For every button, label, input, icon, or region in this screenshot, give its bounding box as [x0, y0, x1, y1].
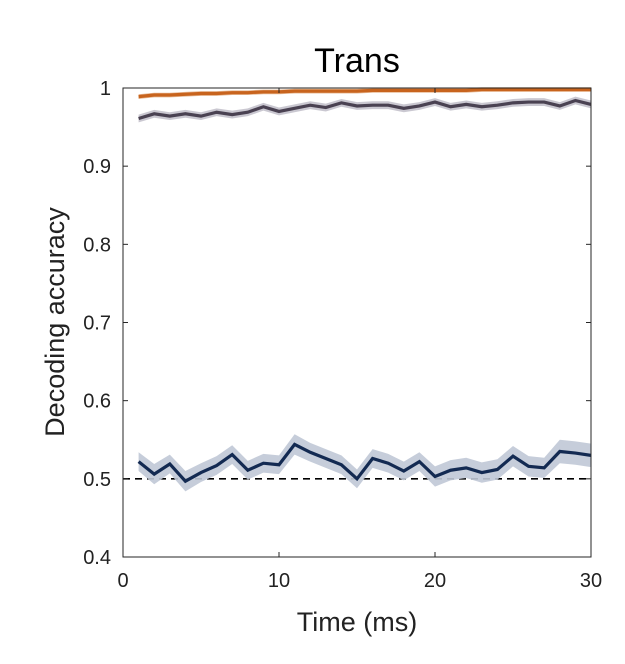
x-tick-label: 10 [268, 570, 290, 592]
axes: 0 10 20 30 0.4 0.5 0.6 0.7 0.8 0.9 1 [83, 78, 602, 592]
y-tick-label: 0.9 [83, 156, 111, 178]
y-tick-label: 0.7 [83, 313, 111, 335]
plot-clipped-group [123, 87, 591, 492]
x-tick-label: 20 [424, 570, 446, 592]
series-navy-error-band [138, 434, 591, 492]
y-axis-label: Decoding accuracy [40, 207, 70, 437]
y-tick-label: 1 [100, 78, 111, 100]
series-orange-line [138, 87, 591, 99]
plot-area [123, 87, 591, 492]
series-gray-error-band [138, 96, 591, 123]
y-tick-label: 0.5 [83, 469, 111, 491]
y-tick-label: 0.6 [83, 391, 111, 413]
chart-title: Trans [314, 42, 400, 80]
series-navy-line [137, 442, 591, 484]
y-tick-label: 0.4 [83, 547, 111, 569]
series-gray-line [138, 98, 591, 121]
x-tick-label: 0 [117, 570, 128, 592]
x-axis-label: Time (ms) [297, 607, 417, 637]
x-tick-label: 30 [580, 570, 602, 592]
y-tick-label: 0.8 [83, 234, 111, 256]
